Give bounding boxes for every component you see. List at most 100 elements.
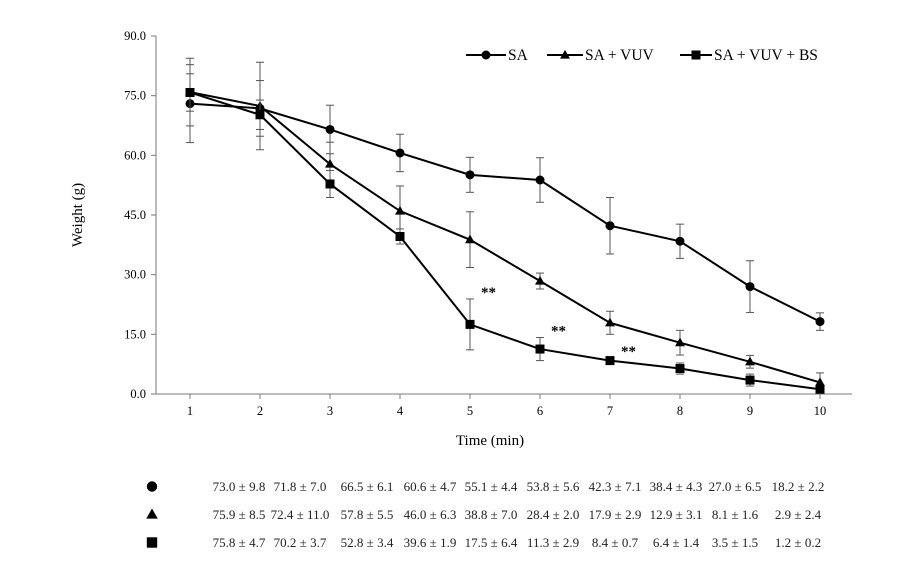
y-tick-label: 75.0 [124, 89, 146, 103]
data-point-circle [535, 175, 545, 185]
significance-marker: ** [621, 344, 636, 360]
data-point-triangle [395, 205, 405, 215]
table-cell: 52.8 ± 3.4 [340, 535, 394, 550]
row-marker-square-icon [146, 537, 158, 548]
table-cell: 11.3 ± 2.9 [526, 535, 580, 550]
x-tick-label: 1 [187, 404, 193, 418]
x-tick-label: 4 [397, 404, 404, 418]
data-point-triangle [605, 317, 615, 327]
significance-marker: ** [481, 285, 496, 301]
table-cell: 38.4 ± 4.3 [649, 479, 703, 494]
data-point-square [465, 319, 475, 329]
row-marker-shape [146, 481, 158, 492]
x-tick-label: 9 [747, 404, 753, 418]
x-tick-label: 6 [537, 404, 543, 418]
table-row: 75.8 ± 4.7 70.2 ± 3.7 52.8 ± 3.4 39.6 ± 1.9… [140, 530, 880, 558]
annotation-layer: ** ** ** [481, 285, 636, 360]
table-cell: 18.2 ± 2.2 [771, 479, 825, 494]
x-axis-title: Time (min) [456, 433, 524, 449]
table-cell: 8.1 ± 1.6 [711, 507, 759, 522]
row-marker-shape [146, 537, 158, 548]
data-point-square [255, 110, 265, 120]
y-tick-label: 60.0 [124, 148, 146, 162]
data-point-triangle [815, 377, 825, 387]
data-point-circle [465, 170, 475, 180]
y-axis: 0.0 15.0 30.0 45.0 60.0 75.0 90.0 [124, 29, 157, 401]
chart-legend: SA SA + VUV SA + VUV + BS [466, 47, 818, 64]
table-cell: 2.9 ± 2.4 [774, 507, 822, 522]
x-tick-label: 7 [607, 404, 613, 418]
table-cell: 73.0 ± 9.8 [212, 479, 266, 494]
series-line [189, 91, 821, 391]
table-cell: 1.2 ± 0.2 [774, 535, 822, 550]
table-cell: 17.5 ± 6.4 [464, 535, 518, 550]
series-layer [185, 57, 825, 394]
data-point-triangle [465, 234, 475, 244]
table-cell: 57.8 ± 5.5 [340, 507, 394, 522]
table-cell: 39.6 ± 1.9 [403, 535, 457, 550]
table-row: 75.9 ± 8.5 72.4 ± 11.0 57.8 ± 5.5 46.0 ± 6.… [140, 502, 880, 530]
y-tick-label: 15.0 [124, 327, 146, 341]
table-cell: 72.4 ± 11.0 [270, 507, 330, 522]
x-tick-label: 3 [327, 404, 333, 418]
row-marker-circle-icon [146, 481, 158, 492]
legend-label: SA + VUV [585, 47, 655, 64]
table-row: 73.0 ± 9.8 71.8 ± 7.0 66.5 ± 6.1 60.6 ± 4.7… [140, 474, 880, 502]
significance-marker: ** [551, 324, 566, 340]
table-cell: 8.4 ± 0.7 [591, 535, 639, 550]
data-point-square [605, 356, 615, 366]
series-sa [185, 64, 825, 331]
y-tick-label: 90.0 [124, 29, 146, 43]
data-point-square [395, 231, 405, 241]
data-point-circle [325, 124, 335, 134]
table-cell: 46.0 ± 6.3 [403, 507, 457, 522]
data-point-triangle [325, 158, 335, 168]
table-cell: 66.5 ± 6.1 [340, 479, 394, 494]
data-point-square [815, 384, 825, 394]
table-cell: 6.4 ± 1.4 [652, 535, 700, 550]
table-cell: 75.9 ± 8.5 [212, 507, 266, 522]
row-marker-triangle-icon [146, 508, 158, 519]
y-tick-label: 0.0 [130, 387, 146, 401]
legend-label: SA + VUV + BS [714, 47, 818, 64]
data-point-square [745, 375, 755, 385]
table-cell: 60.6 ± 4.7 [403, 479, 457, 494]
x-tick-label: 2 [257, 404, 263, 418]
data-point-square [185, 87, 195, 97]
y-tick-label: 45.0 [124, 208, 146, 222]
x-axis: 1 2 3 4 5 6 7 8 9 10 [156, 393, 852, 418]
data-point-circle [675, 236, 685, 246]
data-point-square [675, 364, 685, 374]
data-point-circle [745, 282, 755, 292]
series-line [189, 91, 821, 384]
series-sa-vuv [185, 57, 825, 393]
table-cell: 28.4 ± 2.0 [526, 507, 580, 522]
data-point-triangle [535, 275, 545, 285]
data-point-circle [395, 148, 405, 158]
row-marker-shape [146, 508, 158, 519]
data-point-triangle [675, 337, 685, 347]
data-point-square [535, 344, 545, 354]
x-tick-label: 10 [814, 404, 827, 418]
table-cell: 71.8 ± 7.0 [273, 479, 327, 494]
values-table: 73.0 ± 9.8 71.8 ± 7.0 66.5 ± 6.1 60.6 ± 4.7… [140, 474, 880, 558]
legend-marker-circle [481, 50, 491, 60]
table-cell: 12.9 ± 3.1 [649, 507, 703, 522]
table-cell: 70.2 ± 3.7 [273, 535, 327, 550]
table-cell: 17.9 ± 2.9 [588, 507, 642, 522]
table-cell: 53.8 ± 5.6 [526, 479, 580, 494]
data-point-triangle [745, 356, 755, 366]
data-point-circle [815, 317, 825, 327]
table-cell: 42.3 ± 7.1 [588, 479, 642, 494]
x-tick-label: 8 [677, 404, 683, 418]
table-cell: 75.8 ± 4.7 [212, 535, 266, 550]
x-tick-label: 5 [467, 404, 473, 418]
table-cell: 3.5 ± 1.5 [711, 535, 759, 550]
data-point-circle [605, 221, 615, 231]
table-cell: 27.0 ± 6.5 [708, 479, 762, 494]
legend-marker-square [691, 50, 701, 60]
data-point-square [325, 179, 335, 189]
legend-marker-triangle [560, 49, 570, 59]
series-line [189, 102, 821, 323]
weight-line-chart: 0.015.030.045.060.075.090.0 1 2 3 4 5 6 7 8 9 10 … [70, 29, 852, 449]
